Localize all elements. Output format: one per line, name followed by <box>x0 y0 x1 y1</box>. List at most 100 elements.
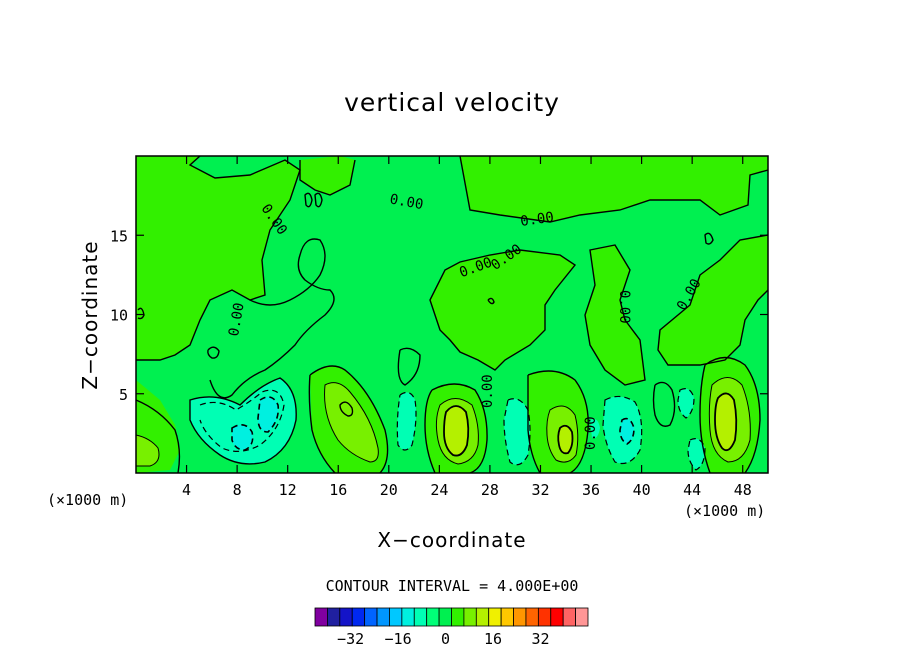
negative-cell-30km <box>504 398 530 465</box>
zero-contour-25km <box>424 383 488 473</box>
upper-right-patch <box>460 156 768 222</box>
positive-contour-34km-inner <box>557 424 574 455</box>
colorbar-swatch <box>525 607 539 627</box>
upper-left-lobe <box>136 156 300 360</box>
colorbar-swatch <box>426 607 440 627</box>
colorbar-swatch <box>438 607 452 627</box>
negative-contour-30km <box>503 398 531 466</box>
colorbar-swatch <box>401 607 415 627</box>
colorbar-swatch <box>389 607 403 627</box>
colorbar-swatch <box>327 607 341 627</box>
colorbar-tick-label: 32 <box>531 630 549 648</box>
x-tick-label: 8 <box>233 481 242 499</box>
y-axis-title: Z−coordinate <box>78 240 102 390</box>
contour-label: 0.00 <box>519 209 555 230</box>
negative-contour-39km-inner <box>619 417 635 445</box>
contour-fields <box>136 156 768 473</box>
zero-contour-mid-right-centre <box>584 244 646 386</box>
zero-contour-mid-left <box>136 399 181 473</box>
colorbar-swatch <box>463 607 477 627</box>
negative-cell-39km-core <box>620 418 634 444</box>
negative-contour-8km-inner <box>231 424 254 451</box>
colorbar-swatch <box>537 607 552 627</box>
negative-cell-8-12km-core <box>232 424 253 450</box>
colorbar-swatch <box>339 607 353 627</box>
positive-contour-34km <box>546 405 579 463</box>
colorbar-swatch <box>575 607 589 627</box>
y-axis: 5 10 15 <box>110 227 768 404</box>
x-tick-label: 32 <box>531 481 549 499</box>
contour-label: 0.00 <box>226 302 248 338</box>
x-tick-label: 4 <box>182 481 191 499</box>
colorbar-swatch <box>314 607 328 627</box>
positive-contour-16km-inner <box>339 401 354 417</box>
x-tick-label: 24 <box>430 481 448 499</box>
positive-contour-46km-inner <box>714 392 738 452</box>
negative-cell-52km-small <box>590 419 600 439</box>
contour-label: 0.00 <box>480 374 496 408</box>
contour-label: 0.00 <box>388 191 424 213</box>
negative-contour-44km-low <box>687 438 706 471</box>
contour-label: 0.00 <box>583 416 599 450</box>
colorbar-swatch <box>413 607 428 627</box>
negative-cell-44km-low <box>688 438 705 470</box>
negative-contour-44km <box>677 388 695 419</box>
y-tick-label: 10 <box>110 307 128 325</box>
zero-contour-upper-small-1 <box>304 192 313 208</box>
positive-cell-34km-peak <box>558 425 573 454</box>
zero-contour-upper-right <box>459 156 768 223</box>
positive-contour-25km <box>435 398 479 465</box>
contour-lines <box>136 156 768 473</box>
zero-contour-46km <box>699 356 761 473</box>
contour-label: 0.00 <box>616 290 632 324</box>
zero-contour-upper-small-3 <box>704 232 714 245</box>
y-tick-label: 15 <box>110 227 128 245</box>
x-tick-label: 16 <box>329 481 347 499</box>
zero-contour-17km-small <box>487 297 495 305</box>
upper-middle-patch <box>300 156 355 195</box>
colorbar-tick-label: 16 <box>484 630 502 648</box>
colorbar-tick-label: 0 <box>441 630 450 648</box>
negative-contour-39km <box>602 395 643 465</box>
colorbar-swatch <box>550 607 564 627</box>
zero-contour-upper-left <box>136 156 301 361</box>
zero-contour-upper-middle <box>299 159 356 196</box>
x-tick-label: 28 <box>481 481 499 499</box>
zero-contour-20km-band <box>397 347 421 386</box>
x-unit-label-right: (×1000 m) <box>684 502 766 520</box>
zero-contour-mid-right <box>657 234 768 366</box>
colorbar-swatch <box>562 607 576 627</box>
positive-cell-left-edge <box>136 435 159 466</box>
colorbar-tick-label: −32 <box>337 630 364 648</box>
zero-contour-mid-centre <box>429 249 577 371</box>
x-tick-label: 48 <box>734 481 752 499</box>
negative-cell-44km <box>678 388 694 418</box>
negative-contours <box>199 388 706 471</box>
zero-contour-42km <box>652 381 676 427</box>
positive-contour-16km <box>324 382 379 463</box>
mid-right-centre-patch <box>585 245 645 385</box>
mid-centre-patch <box>430 250 575 370</box>
colorbar-tick-label: −16 <box>385 630 412 648</box>
x-unit-label-left: (×1000 m) <box>47 491 129 509</box>
zero-contour-16km <box>308 365 389 473</box>
x-tick-label: 44 <box>683 481 701 499</box>
x-tick-label: 36 <box>582 481 600 499</box>
positive-contour-46km <box>708 377 751 463</box>
negative-cell-20km <box>397 392 416 450</box>
colorbar-swatch <box>451 607 465 627</box>
negative-contour-20km <box>396 391 417 451</box>
zero-contour-34km <box>527 370 589 473</box>
colorbar-swatch <box>376 607 390 627</box>
positive-contour-left-edge <box>136 434 160 467</box>
x-axis-title: X−coordinate <box>377 528 527 552</box>
contour-interval-text: CONTOUR INTERVAL = 4.000E+00 <box>325 577 579 595</box>
chart-title: vertical velocity <box>344 88 560 117</box>
zero-contour-upper-small-2 <box>314 192 323 208</box>
positive-cell-46km-peak <box>715 393 737 451</box>
x-axis: 4 8 12 16 20 24 28 32 36 40 44 48 <box>182 156 752 499</box>
mid-right-patch <box>658 235 768 365</box>
colorbar-swatch <box>500 607 514 627</box>
colorbar: −32 −16 0 16 32 <box>314 607 589 648</box>
negative-cell-8-12km-core2 <box>258 396 279 432</box>
